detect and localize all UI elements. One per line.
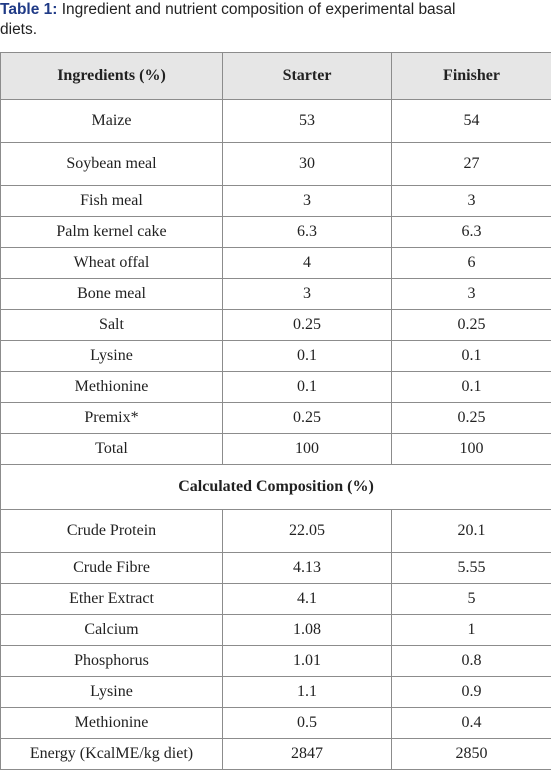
- ingredient-cell: Methionine: [0, 371, 223, 403]
- table-row: Soybean meal 30 27: [0, 142, 551, 186]
- caption-line-2: diets.: [0, 21, 38, 38]
- starter-cell: 3: [222, 185, 392, 217]
- table-row: Methionine 0.5 0.4: [0, 707, 551, 739]
- ingredient-cell: Total: [0, 433, 223, 465]
- finisher-cell: 0.1: [391, 340, 551, 372]
- table-row: Salt 0.25 0.25: [0, 309, 551, 341]
- table-row: Methionine 0.1 0.1: [0, 371, 551, 403]
- caption-line-1: Table 1: Ingredient and nutrient composi…: [0, 0, 551, 20]
- ingredient-cell: Premix*: [0, 402, 223, 434]
- nutrient-cell: Energy (KcalME/kg diet): [0, 738, 223, 770]
- table-row: Ether Extract 4.1 5: [0, 583, 551, 615]
- finisher-cell: 3: [391, 278, 551, 310]
- finisher-cell: 27: [391, 142, 551, 186]
- finisher-cell: 0.8: [391, 645, 551, 677]
- starter-cell: 1.1: [222, 676, 392, 708]
- finisher-cell: 0.25: [391, 309, 551, 341]
- ingredient-cell: Soybean meal: [0, 142, 223, 186]
- finisher-cell: 20.1: [391, 509, 551, 553]
- table-row: Lysine 1.1 0.9: [0, 676, 551, 708]
- starter-cell: 6.3: [222, 216, 392, 248]
- table-row: Palm kernel cake 6.3 6.3: [0, 216, 551, 248]
- starter-cell: 0.1: [222, 340, 392, 372]
- section-title: Calculated Composition (%): [0, 464, 551, 510]
- starter-cell: 4.13: [222, 552, 392, 584]
- ingredient-cell: Salt: [0, 309, 223, 341]
- finisher-cell: 3: [391, 185, 551, 217]
- finisher-cell: 5.55: [391, 552, 551, 584]
- header-finisher: Finisher: [391, 52, 551, 100]
- table-row: Energy (KcalME/kg diet) 2847 2850: [0, 738, 551, 770]
- nutrient-cell: Crude Protein: [0, 509, 223, 553]
- finisher-cell: 0.9: [391, 676, 551, 708]
- finisher-cell: 0.1: [391, 371, 551, 403]
- finisher-cell: 6: [391, 247, 551, 279]
- header-row: Ingredients (%) Starter Finisher: [0, 52, 551, 100]
- starter-cell: 2847: [222, 738, 392, 770]
- finisher-cell: 2850: [391, 738, 551, 770]
- starter-cell: 3: [222, 278, 392, 310]
- table-row: Wheat offal 4 6: [0, 247, 551, 279]
- starter-cell: 4.1: [222, 583, 392, 615]
- caption-text: Ingredient and nutrient composition of e…: [57, 1, 456, 18]
- finisher-cell: 54: [391, 99, 551, 143]
- nutrient-cell: Crude Fibre: [0, 552, 223, 584]
- table-row: Bone meal 3 3: [0, 278, 551, 310]
- table-row: Crude Protein 22.05 20.1: [0, 509, 551, 553]
- table-row: Total 100 100: [0, 433, 551, 465]
- starter-cell: 0.25: [222, 309, 392, 341]
- starter-cell: 4: [222, 247, 392, 279]
- nutrient-cell: Ether Extract: [0, 583, 223, 615]
- starter-cell: 0.25: [222, 402, 392, 434]
- nutrient-cell: Methionine: [0, 707, 223, 739]
- starter-cell: 1.01: [222, 645, 392, 677]
- finisher-cell: 1: [391, 614, 551, 646]
- section-row: Calculated Composition (%): [0, 464, 551, 510]
- starter-cell: 0.1: [222, 371, 392, 403]
- header-ingredients: Ingredients (%): [0, 52, 223, 100]
- table-row: Lysine 0.1 0.1: [0, 340, 551, 372]
- finisher-cell: 0.25: [391, 402, 551, 434]
- starter-cell: 1.08: [222, 614, 392, 646]
- finisher-cell: 0.4: [391, 707, 551, 739]
- ingredient-cell: Palm kernel cake: [0, 216, 223, 248]
- table-row: Fish meal 3 3: [0, 185, 551, 217]
- nutrient-cell: Lysine: [0, 676, 223, 708]
- nutrient-cell: Calcium: [0, 614, 223, 646]
- ingredient-cell: Wheat offal: [0, 247, 223, 279]
- finisher-cell: 6.3: [391, 216, 551, 248]
- finisher-cell: 100: [391, 433, 551, 465]
- starter-cell: 30: [222, 142, 392, 186]
- header-starter: Starter: [222, 52, 392, 100]
- composition-table: Ingredients (%) Starter Finisher Maize 53…: [0, 52, 551, 770]
- nutrient-cell: Phosphorus: [0, 645, 223, 677]
- ingredient-cell: Bone meal: [0, 278, 223, 310]
- table-row: Crude Fibre 4.13 5.55: [0, 552, 551, 584]
- table-row: Maize 53 54: [0, 99, 551, 143]
- caption-label: Table 1:: [0, 1, 58, 18]
- table-body: Maize 53 54 Soybean meal 30 27 Fish meal 3 3 Palm…: [0, 99, 551, 770]
- ingredient-cell: Fish meal: [0, 185, 223, 217]
- table-row: Calcium 1.08 1: [0, 614, 551, 646]
- starter-cell: 0.5: [222, 707, 392, 739]
- starter-cell: 100: [222, 433, 392, 465]
- starter-cell: 53: [222, 99, 392, 143]
- table-row: Premix* 0.25 0.25: [0, 402, 551, 434]
- ingredient-cell: Lysine: [0, 340, 223, 372]
- table-row: Phosphorus 1.01 0.8: [0, 645, 551, 677]
- starter-cell: 22.05: [222, 509, 392, 553]
- ingredient-cell: Maize: [0, 99, 223, 143]
- finisher-cell: 5: [391, 583, 551, 615]
- table-caption: Table 1: Ingredient and nutrient composi…: [0, 0, 551, 48]
